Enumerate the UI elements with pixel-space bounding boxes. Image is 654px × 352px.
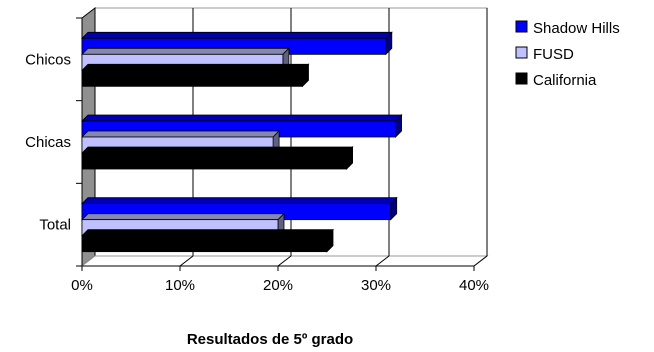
bars [81,31,403,253]
legend-swatch [515,20,528,33]
legend-swatch [515,46,528,59]
bar-top [81,47,290,55]
category-label: Chicos [25,51,71,68]
gridline-floor [375,255,390,267]
category-label: Chicas [25,134,71,151]
x-tick-label: 30% [361,277,391,294]
x-tick-label: 20% [263,277,293,294]
bar-top [81,146,354,154]
bar-top [81,63,310,71]
x-axis-title: Resultados de 5º grado [187,331,353,348]
gridline-floor [179,255,194,267]
x-tick-label: 10% [165,277,195,294]
legend-label: California [533,72,597,89]
bar-top [81,31,393,39]
bar [81,152,348,170]
legend-label: Shadow Hills [533,20,620,37]
legend: Shadow Hills FUSD California [515,20,620,89]
gridline-floor [277,255,292,267]
bar-top [81,197,398,205]
bar [81,69,303,87]
bar [81,235,328,253]
bar-top [81,213,285,221]
bar-top [81,114,403,122]
x-tick-label: 40% [459,277,489,294]
legend-label: FUSD [533,46,574,63]
category-labels: Total Chicas Chicos [25,51,71,233]
x-tick-labels: 0% 10% 20% 30% 40% [71,277,489,294]
bar-top [81,229,334,237]
gridline-floor [473,255,488,267]
legend-swatch [515,72,528,85]
bar-top [81,130,281,138]
category-label: Total [39,217,71,234]
x-tick-label: 0% [71,277,93,294]
